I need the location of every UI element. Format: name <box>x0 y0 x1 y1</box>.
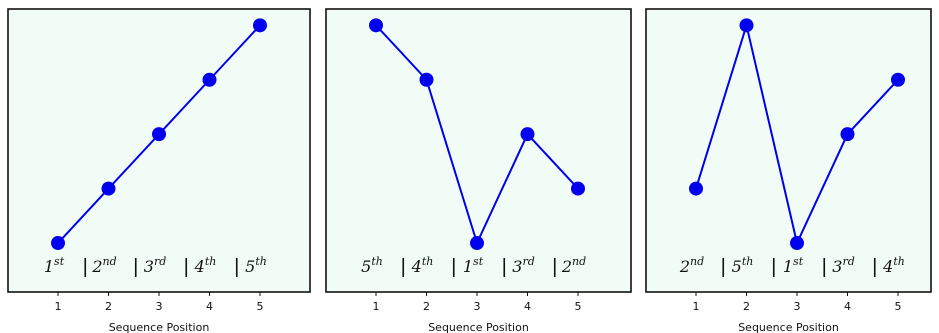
data-point <box>470 236 484 251</box>
data-point <box>51 236 65 251</box>
rank-label: 1st <box>463 255 484 276</box>
rank-label: 5th <box>732 255 754 276</box>
x-tick-label: 1 <box>55 300 62 313</box>
x-tick-label: 2 <box>743 300 750 313</box>
rank-label: 1st <box>44 255 65 276</box>
chart-panel-2: 5th 4th 1st 3rd 2nd 1 2 3 4 5 Sequence Position <box>325 8 632 333</box>
data-point <box>202 72 217 87</box>
data-point <box>152 127 166 142</box>
x-tick-label: 2 <box>105 300 112 313</box>
chart-panel-1: 1st 2nd 3rd 4th 5th 1 2 3 4 5 Sequence Position <box>7 8 311 333</box>
rank-label: 4th <box>882 255 905 276</box>
rank-label: 2nd <box>679 255 704 276</box>
x-tick-label: 5 <box>575 300 582 313</box>
data-point <box>891 72 905 87</box>
x-tick-label: 1 <box>373 300 380 313</box>
data-point <box>419 72 434 87</box>
data-point <box>739 18 754 33</box>
rank-label: 3rd <box>144 255 167 276</box>
rank-label: 4th <box>411 255 434 276</box>
data-point <box>689 181 703 196</box>
x-axis-title: Sequence Position <box>738 321 839 333</box>
plot-area <box>8 9 310 292</box>
rank-label: 1st <box>783 255 804 276</box>
x-tick-label: 5 <box>257 300 264 313</box>
data-point <box>520 127 535 142</box>
rank-label: 2nd <box>91 255 116 276</box>
x-tick-label: 1 <box>693 300 700 313</box>
plot-area <box>646 9 931 292</box>
chart-panel-3: 2nd 5th 1st 3rd 4th 1 2 3 4 5 Sequence Position <box>645 8 932 333</box>
x-tick-label: 2 <box>423 300 430 313</box>
x-tick-label: 3 <box>156 300 163 313</box>
data-point <box>840 127 855 142</box>
data-point <box>369 18 383 33</box>
x-tick-label: 3 <box>794 300 801 313</box>
x-tick-label: 3 <box>474 300 481 313</box>
rank-label: 2nd <box>561 255 586 276</box>
x-tick-label: 5 <box>895 300 902 313</box>
rank-label: 5th <box>245 255 267 276</box>
data-point <box>571 181 585 196</box>
rank-label: 3rd <box>512 255 535 276</box>
x-tick-label: 4 <box>206 300 213 313</box>
rank-label: 4th <box>194 255 217 276</box>
x-tick-label: 4 <box>524 300 531 313</box>
data-point <box>790 236 804 251</box>
rank-label: 5th <box>361 255 383 276</box>
x-tick-label: 4 <box>844 300 851 313</box>
rank-label: 3rd <box>832 255 855 276</box>
plot-frame <box>645 8 932 293</box>
x-axis-title: Sequence Position <box>428 321 529 333</box>
data-point <box>101 181 116 196</box>
data-point <box>253 18 267 33</box>
x-axis-title: Sequence Position <box>109 321 210 333</box>
plot-frame <box>325 8 632 293</box>
